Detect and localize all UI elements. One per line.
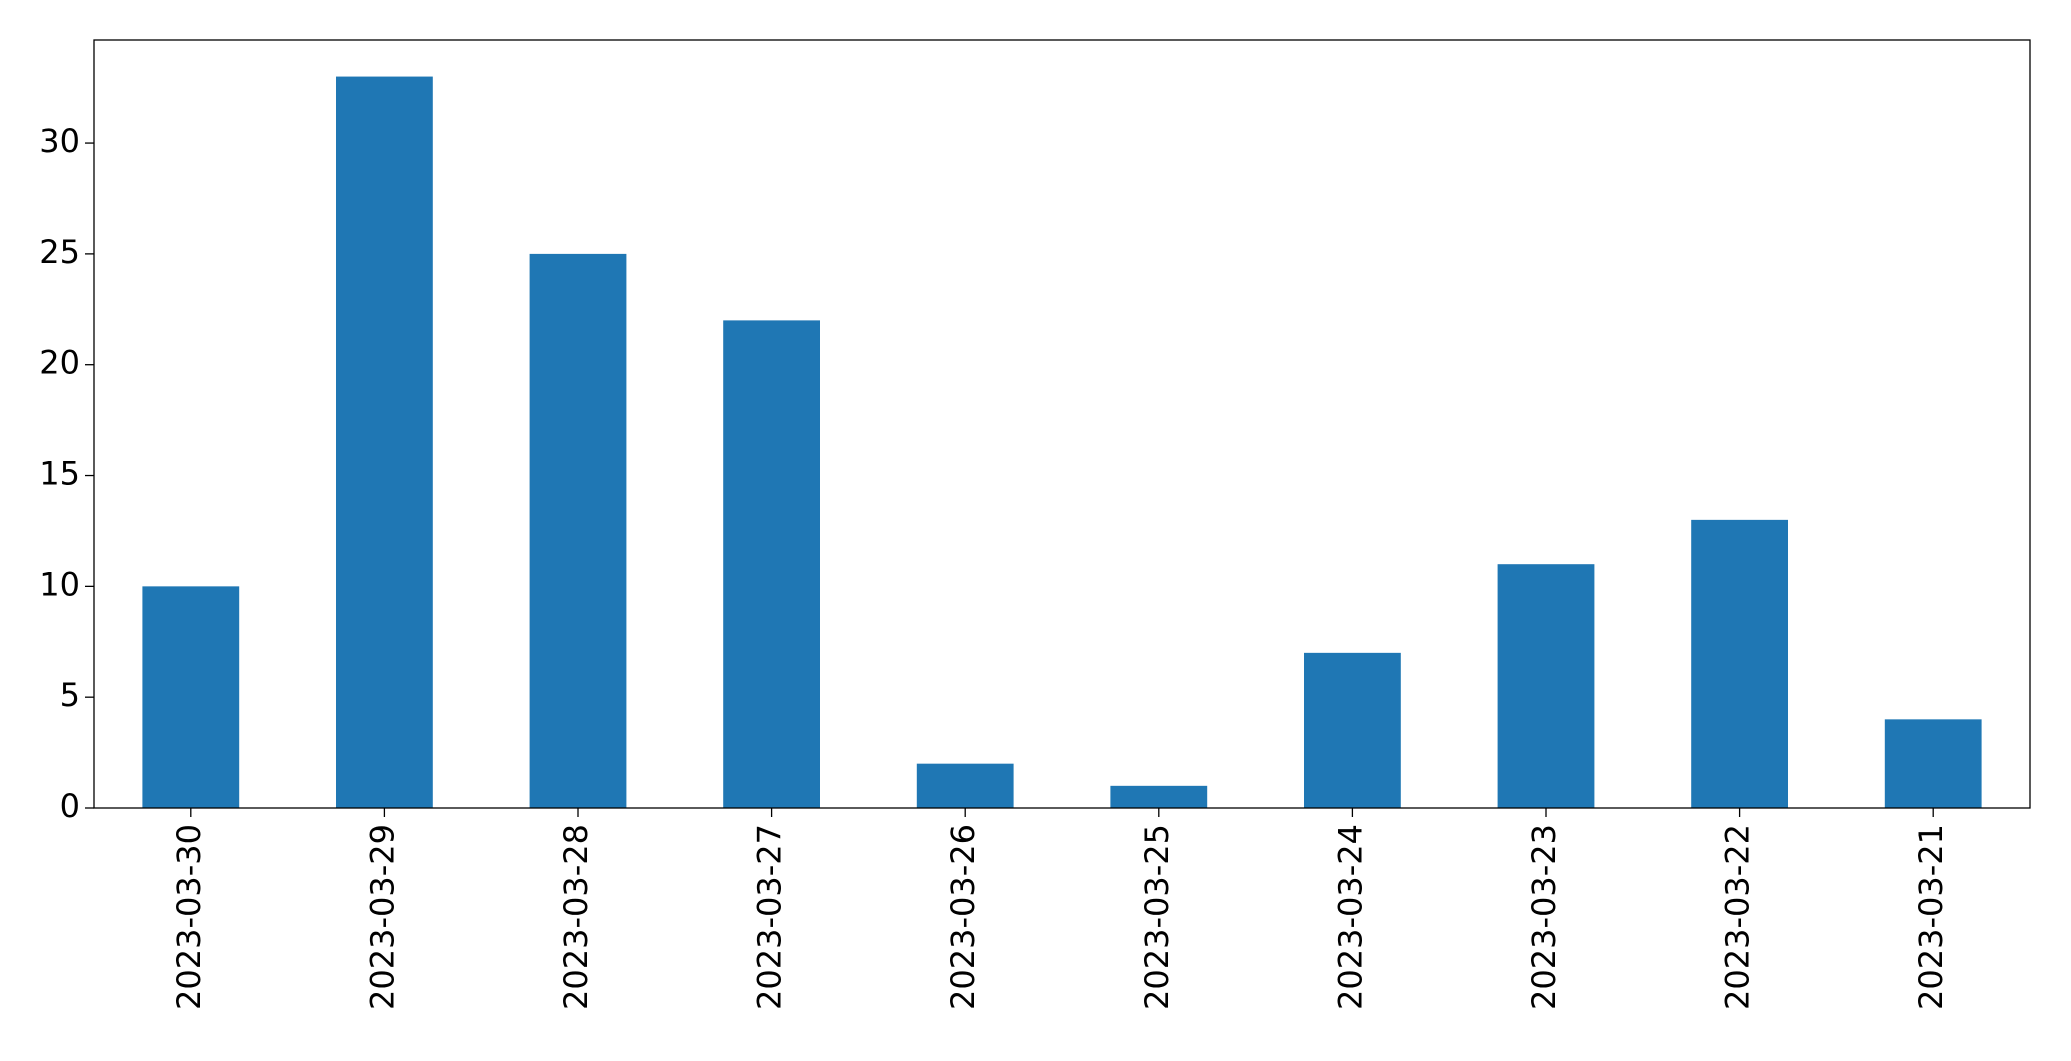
y-tick-label: 15	[39, 455, 80, 493]
x-tick-label: 2023-03-26	[944, 824, 982, 1010]
bar	[1110, 785, 1208, 808]
x-tick-label: 2023-03-25	[1138, 824, 1176, 1010]
bar	[1497, 564, 1595, 808]
bar	[723, 320, 820, 808]
plot-frame	[93, 39, 2031, 809]
bar	[336, 76, 433, 809]
x-tick-label: 2023-03-22	[1719, 824, 1757, 1010]
bar	[1304, 652, 1401, 808]
x-tick-label: 2023-03-29	[363, 824, 401, 1010]
bar	[529, 253, 627, 808]
x-tick-label: 2023-03-21	[1912, 824, 1950, 1010]
y-tick-label: 0	[60, 787, 80, 825]
bar	[1884, 719, 1982, 808]
bar	[1691, 519, 1788, 808]
x-tick-label: 2023-03-27	[751, 824, 789, 1010]
y-tick-label: 25	[39, 233, 80, 271]
x-tick-label: 2023-03-24	[1331, 824, 1369, 1010]
bar	[142, 586, 240, 808]
x-tick-label: 2023-03-28	[557, 824, 595, 1010]
y-tick-label: 30	[39, 122, 80, 160]
y-tick-label: 10	[39, 565, 80, 603]
x-tick-label: 2023-03-23	[1525, 824, 1563, 1010]
y-tick-label: 20	[39, 344, 80, 382]
y-tick-label: 5	[60, 676, 80, 714]
bar	[916, 763, 1014, 808]
x-tick-label: 2023-03-30	[170, 824, 208, 1010]
